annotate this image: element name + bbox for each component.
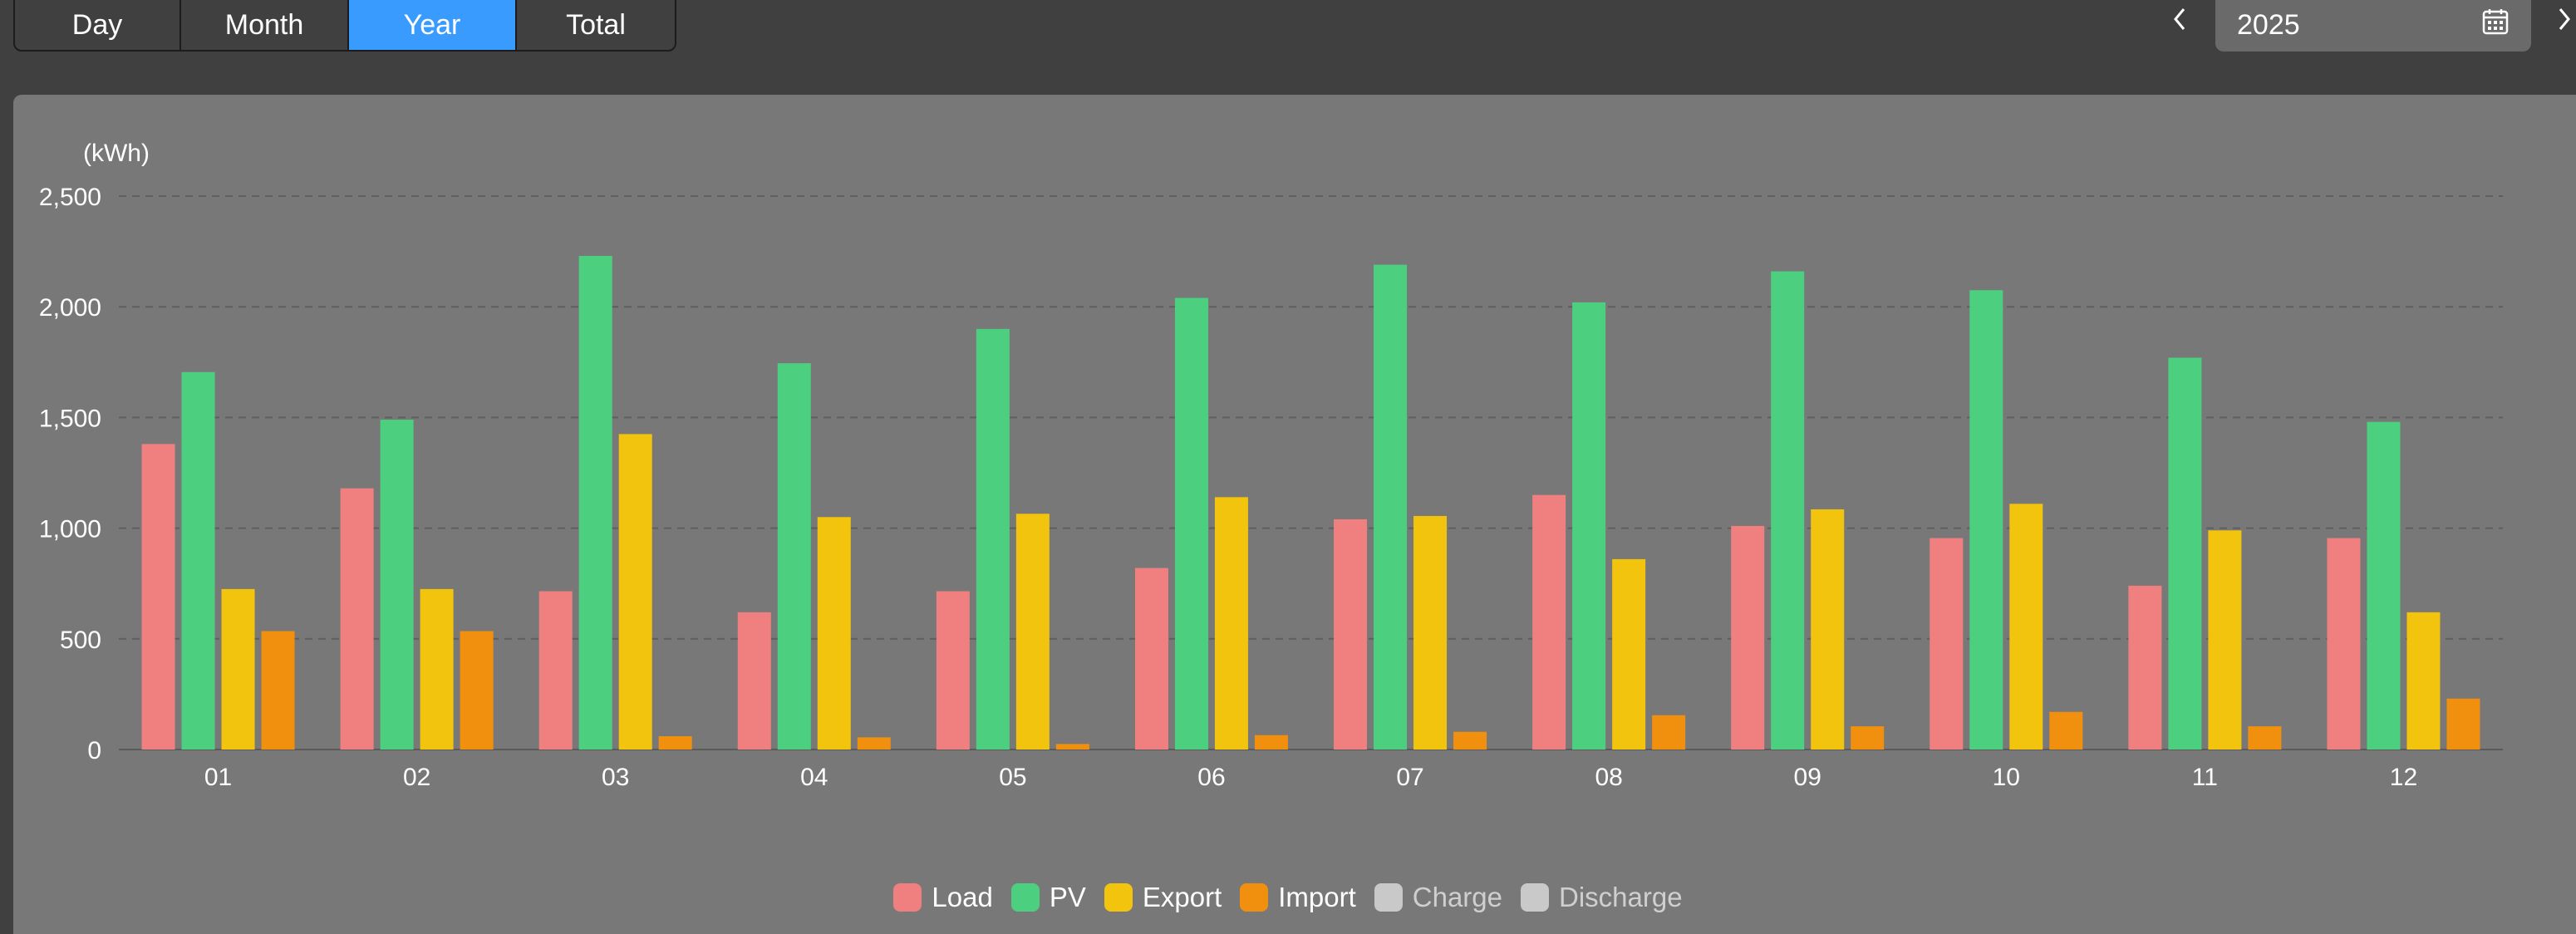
- tab-day[interactable]: Day: [15, 0, 181, 50]
- bar-pv: [2168, 357, 2202, 750]
- y-tick-label: 500: [60, 627, 101, 654]
- bar-import: [261, 631, 295, 750]
- bar-load: [936, 591, 970, 750]
- bar-load: [538, 591, 573, 750]
- legend-swatch-pv: [1010, 883, 1040, 912]
- x-tick-label: 04: [800, 764, 828, 791]
- legend-label-load: Load: [932, 882, 993, 912]
- bar-export: [1015, 514, 1050, 750]
- bar-load: [2327, 538, 2361, 750]
- bar-export: [2406, 612, 2441, 750]
- bar-pv: [2367, 421, 2401, 750]
- legend-item-discharge[interactable]: Discharge: [1521, 882, 1683, 913]
- bar-load: [1134, 568, 1168, 750]
- bar-pv: [181, 371, 215, 750]
- bar-pv: [1969, 290, 2003, 750]
- bar-load: [737, 612, 771, 750]
- bar-import: [857, 737, 891, 750]
- legend-item-export[interactable]: Export: [1104, 882, 1222, 913]
- x-tick-label: 06: [1197, 764, 1225, 791]
- bar-import: [1652, 715, 1686, 750]
- bar-import: [658, 736, 692, 750]
- bar-export: [221, 588, 255, 750]
- bar-load: [1532, 494, 1566, 750]
- bar-import: [460, 631, 494, 750]
- bar-export: [2009, 504, 2043, 750]
- chevron-right-icon[interactable]: [2553, 0, 2576, 38]
- x-tick-label: 05: [999, 764, 1026, 791]
- bar-load: [1930, 538, 1964, 750]
- y-unit-label: (kWh): [83, 140, 150, 167]
- bar-export: [618, 434, 652, 750]
- legend-swatch-import: [1240, 883, 1269, 912]
- energy-bar-chart: (kWh) 0 500 1,000 1,500 2,000 2,500 01 02 03 04 05 0…: [39, 140, 2503, 791]
- legend-swatch-discharge: [1521, 883, 1549, 912]
- y-tick-label: 1,000: [39, 516, 101, 543]
- legend-label-import: Import: [1278, 882, 1356, 912]
- bar-import: [2049, 711, 2083, 750]
- bar-pv: [1771, 271, 1805, 750]
- bar-import: [1851, 726, 1885, 750]
- bar-import: [1254, 735, 1288, 750]
- chart-legend: Load PV Export Import Charge Discharge: [0, 879, 2576, 916]
- bar-import: [2446, 698, 2480, 750]
- bar-import: [1453, 731, 1487, 750]
- bar-export: [1214, 497, 1248, 750]
- bar-load: [1334, 519, 1368, 750]
- bar-load: [2128, 585, 2162, 750]
- legend-item-pv[interactable]: PV: [1010, 882, 1086, 913]
- legend-swatch-charge: [1374, 883, 1403, 912]
- legend-swatch-load: [893, 883, 922, 912]
- legend-item-load[interactable]: Load: [893, 882, 993, 913]
- chevron-left-icon[interactable]: [2165, 0, 2195, 38]
- legend-label-charge: Charge: [1412, 882, 1502, 912]
- bar-import: [1055, 744, 1089, 750]
- bar-load: [1731, 525, 1765, 750]
- y-tick-label: 2,000: [39, 294, 101, 322]
- y-tick-label: 2,500: [39, 184, 101, 211]
- bar-pv: [578, 255, 612, 750]
- y-tick-label: 1,500: [39, 405, 101, 432]
- legend-item-import[interactable]: Import: [1240, 882, 1356, 913]
- bar-export: [1612, 558, 1646, 750]
- x-tick-label: 03: [602, 764, 629, 791]
- bar-pv: [1572, 302, 1606, 750]
- x-tick-label: 09: [1794, 764, 1821, 791]
- bar-import: [2248, 726, 2282, 750]
- period-tabs: Day Month Year Total: [13, 0, 676, 52]
- x-tick-label: 01: [204, 764, 232, 791]
- tab-month[interactable]: Month: [181, 0, 349, 50]
- bar-export: [420, 588, 454, 750]
- tab-total[interactable]: Total: [566, 8, 626, 41]
- tab-year[interactable]: Year: [349, 0, 517, 50]
- x-tick-label: 07: [1396, 764, 1423, 791]
- calendar-icon[interactable]: [2481, 7, 2510, 43]
- bar-pv: [380, 420, 414, 750]
- x-tick-label: 12: [2390, 764, 2417, 791]
- bar-pv: [777, 363, 811, 750]
- x-tick-label: 02: [403, 764, 430, 791]
- bar-export: [1413, 515, 1448, 750]
- bar-pv: [976, 328, 1010, 750]
- year-picker[interactable]: 2025: [2215, 0, 2531, 52]
- bar-export: [1811, 509, 1845, 750]
- legend-label-pv: PV: [1049, 882, 1086, 912]
- bar-pv: [1174, 297, 1208, 750]
- bar-export: [817, 517, 851, 750]
- legend-label-export: Export: [1142, 882, 1222, 912]
- year-value: 2025: [2237, 8, 2300, 41]
- x-tick-label: 10: [1993, 764, 2020, 791]
- y-tick-label: 0: [87, 737, 101, 764]
- bar-export: [2208, 530, 2242, 750]
- bar-load: [141, 444, 175, 750]
- bar-pv: [1374, 264, 1408, 750]
- x-tick-label: 11: [2192, 764, 2218, 791]
- chart-panel: [13, 95, 2576, 934]
- bar-load: [340, 488, 374, 750]
- legend-label-discharge: Discharge: [1559, 882, 1683, 912]
- legend-item-charge[interactable]: Charge: [1374, 882, 1502, 913]
- x-tick-label: 08: [1595, 764, 1622, 791]
- legend-swatch-export: [1104, 883, 1133, 912]
